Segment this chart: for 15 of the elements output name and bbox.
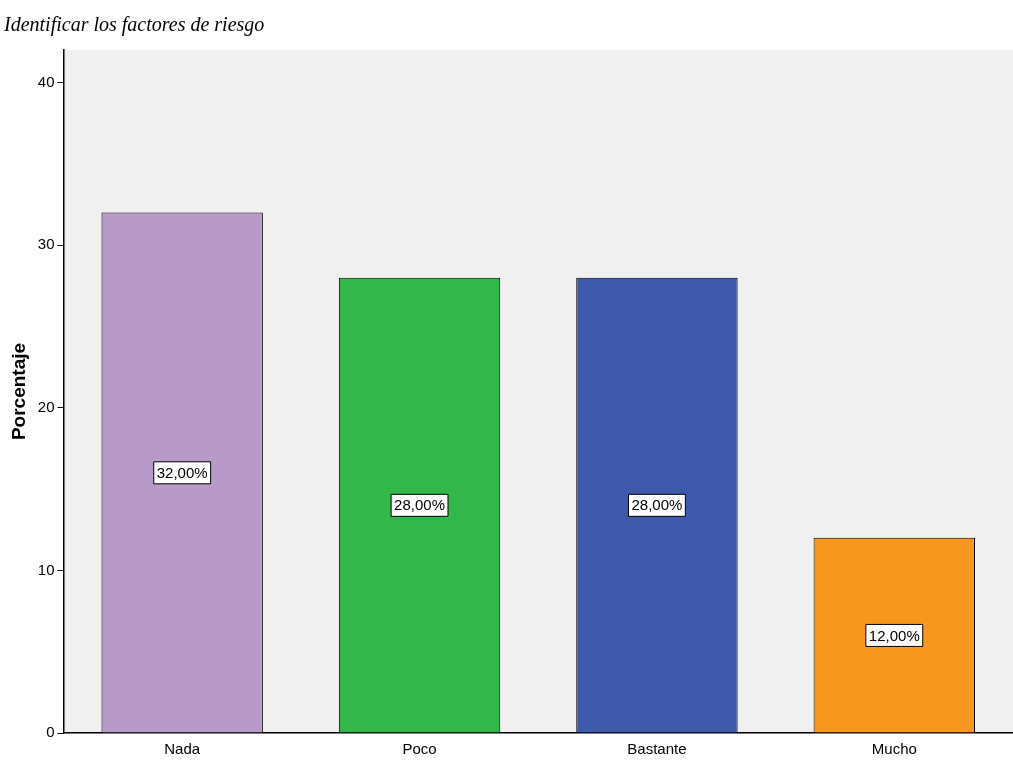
data-label: 28,00% bbox=[394, 496, 445, 514]
y-tick-label: 30 bbox=[37, 235, 55, 253]
y-tick-label: 10 bbox=[37, 560, 55, 578]
data-label: 12,00% bbox=[868, 626, 920, 644]
y-tick-label: 40 bbox=[37, 72, 55, 90]
y-axis-title: Porcentaje bbox=[7, 342, 29, 441]
x-tick-label: Nada bbox=[164, 740, 201, 758]
y-tick-label: 0 bbox=[46, 723, 55, 741]
x-tick-label: Bastante bbox=[627, 740, 687, 758]
y-tick-label: 20 bbox=[37, 397, 55, 415]
chart-title: Identificar los factores de riesgo bbox=[3, 13, 265, 37]
data-label: 28,00% bbox=[631, 496, 683, 514]
x-tick-label: Poco bbox=[402, 740, 437, 758]
x-tick-label: Mucho bbox=[871, 740, 917, 758]
data-label: 32,00% bbox=[156, 463, 208, 481]
